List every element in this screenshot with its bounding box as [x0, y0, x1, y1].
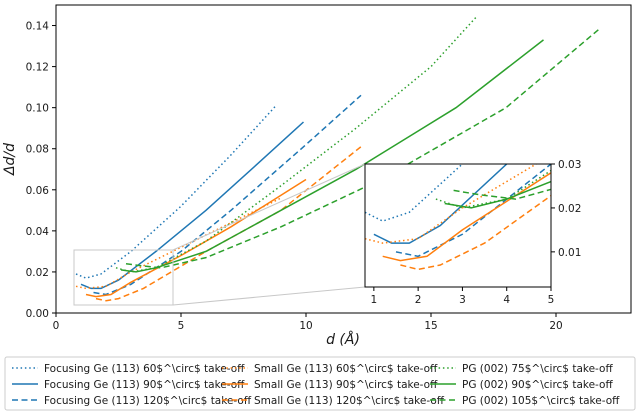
- y-axis-label: Δd/d: [2, 143, 18, 176]
- y-tick-label: 0.12: [26, 62, 49, 74]
- y-tick-label: 0.14: [26, 21, 50, 33]
- inset-y-tick-label: 0.01: [558, 247, 581, 259]
- inset-series-2: [395, 164, 551, 258]
- legend-label: PG (002) 75$^\circ$ take-off: [462, 363, 613, 375]
- inset-x-axis-ticks: 1 2 3 4 5: [371, 287, 555, 306]
- main-series-7: [120, 39, 544, 273]
- inset-x-tick-label: 3: [459, 294, 466, 306]
- legend-label: Focusing Ge (113) 90$^\circ$ take-off: [44, 379, 245, 391]
- main-series-5: [95, 146, 362, 302]
- y-tick-label: 0.06: [26, 185, 50, 197]
- main-series-4: [85, 178, 307, 298]
- main-series-3: [75, 197, 282, 290]
- legend: Focusing Ge (113) 60$^\circ$ take-off Foc…: [4, 356, 636, 411]
- main-series-0: [75, 105, 277, 279]
- x-tick-label: 5: [178, 320, 185, 332]
- legend-label: Small Ge (113) 120$^\circ$ take-off: [254, 395, 445, 407]
- inset-y-axis-ticks: 0.01 0.02 0.03: [551, 159, 581, 259]
- main-plot-frame: [55, 4, 632, 314]
- x-tick-label: 0: [53, 320, 60, 332]
- main-series-6: [115, 16, 477, 273]
- zoom-region-indicator: [73, 163, 366, 306]
- x-tick-label: 20: [549, 320, 562, 332]
- y-axis-ticks: 0.00 0.02 0.04 0.06 0.08 0.10 0.12 0.14: [26, 21, 56, 320]
- legend-frame: [4, 356, 636, 411]
- inset-series-3: [365, 164, 538, 244]
- inset-background: [365, 164, 551, 287]
- legend-label: Small Ge (113) 60$^\circ$ take-off: [254, 363, 438, 375]
- legend-label: PG (002) 90$^\circ$ take-off: [462, 379, 613, 391]
- y-tick-label: 0.10: [26, 103, 49, 115]
- main-series-8: [125, 27, 602, 269]
- inset-series-7: [444, 180, 551, 209]
- y-tick-label: 0.00: [26, 308, 49, 320]
- inset-series-5: [400, 194, 551, 271]
- x-tick-label: 15: [424, 320, 437, 332]
- inset-series-1: [373, 164, 508, 244]
- zoom-connector-top: [172, 163, 366, 251]
- inset-x-tick-label: 5: [548, 294, 555, 306]
- main-plot-area: 0 5 10 15 20 0.000.020.040.060.080.100.120.1…: [26, 4, 632, 332]
- y-tick-label: 0.02: [26, 267, 49, 279]
- zoom-region-box: [73, 249, 174, 306]
- y-tick-label: 0.04: [26, 226, 50, 238]
- zoom-connector-bottom: [172, 286, 366, 306]
- inset-series-8: [453, 188, 551, 200]
- y-tick-label: 0.08: [26, 144, 49, 156]
- inset-y-tick-label: 0.02: [558, 203, 581, 215]
- inset-x-tick-label: 1: [371, 294, 378, 306]
- legend-label: Focusing Ge (113) 120$^\circ$ take-off: [44, 395, 252, 407]
- x-tick-label: 10: [299, 320, 312, 332]
- inset-x-tick-label: 4: [503, 294, 510, 306]
- inset-frame: [364, 163, 552, 288]
- inset-x-tick-label: 2: [415, 294, 422, 306]
- inset-plot: 1 2 3 4 5 0.01 0.02 0.03: [364, 159, 581, 306]
- main-series-2: [93, 94, 362, 296]
- x-axis-ticks: 0 5 10 15 20: [53, 313, 563, 332]
- inset-series-6: [435, 169, 551, 209]
- legend-label: Small Ge (113) 90$^\circ$ take-off: [254, 379, 438, 391]
- legend-label: PG (002) 105$^\circ$ take-off: [462, 395, 620, 407]
- legend-label: Focusing Ge (113) 60$^\circ$ take-off: [44, 363, 245, 375]
- inset-series-4: [382, 171, 551, 262]
- x-axis-label: d (Å): [326, 331, 360, 348]
- inset-y-tick-label: 0.03: [558, 159, 581, 171]
